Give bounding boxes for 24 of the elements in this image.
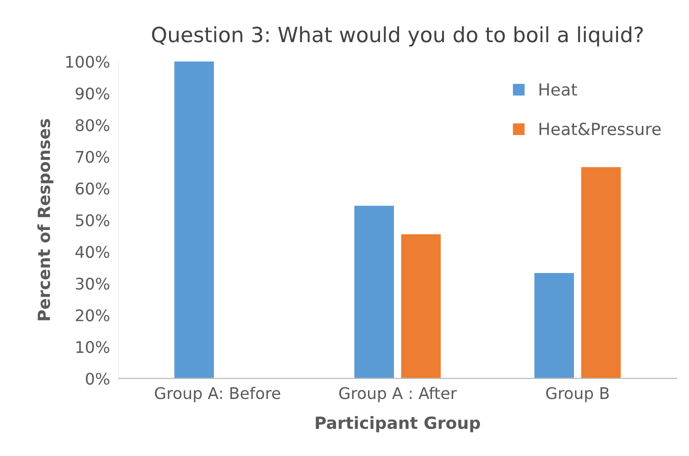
y-axis-title: Percent of Responses: [37, 119, 54, 320]
x-tick-label: Group B: [546, 387, 609, 402]
y-tick-label: 20%: [76, 309, 110, 322]
y-tick-label: 100%: [66, 56, 110, 68]
legend-label: Heat&Pressure: [540, 122, 661, 136]
bar: [401, 234, 441, 378]
y-tick-label: 60%: [76, 182, 110, 195]
bar: [174, 62, 214, 378]
x-axis-title: Participant Group: [316, 416, 480, 432]
legend-label: Heat: [540, 83, 578, 96]
y-tick-label: 10%: [76, 341, 110, 354]
y-tick-label: 30%: [76, 278, 110, 290]
y-tick-label: 50%: [76, 214, 110, 226]
y-tick-label: 80%: [76, 119, 110, 132]
bar: [534, 272, 574, 378]
y-tick-label: 70%: [76, 150, 110, 163]
y-tick-label: 0%: [86, 372, 110, 385]
bar: [581, 167, 621, 378]
chart-title: Question 3: What would you do to boil a liquid?: [152, 26, 643, 46]
y-tick-label: 40%: [75, 246, 110, 258]
x-tick-label: Group A: Before: [154, 386, 280, 402]
bar: [354, 206, 394, 378]
y-tick-label: 90%: [76, 87, 110, 100]
x-tick-label: Group A : After: [339, 386, 457, 402]
